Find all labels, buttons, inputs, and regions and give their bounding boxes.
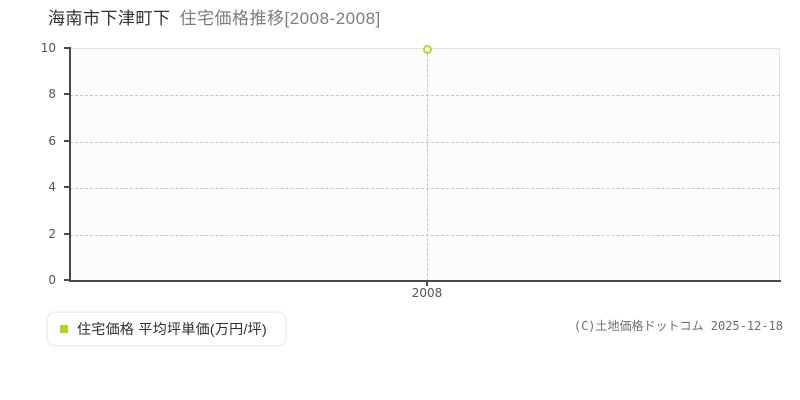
x-tick-label-2008: 2008 <box>411 286 443 300</box>
y-tick-2 <box>64 232 70 235</box>
y-axis-line <box>69 47 71 281</box>
y-tick-label-8: 8 <box>48 87 56 102</box>
y-tick-label-2: 2 <box>48 226 56 241</box>
y-tick-0 <box>64 279 70 281</box>
y-tick-label-10: 10 <box>40 41 56 55</box>
gridline-y-4 <box>70 188 780 190</box>
x-tick-2008 <box>426 280 428 286</box>
copyright-credit: (C)土地価格ドットコム 2025-12-18 <box>573 319 783 333</box>
chart-title-subtitle: 住宅価格推移[2008-2008] <box>179 9 381 28</box>
gridline-y-8 <box>70 95 780 97</box>
legend-swatch-icon <box>60 325 68 333</box>
gridline-y-6 <box>70 141 780 143</box>
page-title: 海南市下津町下 住宅価格推移[2008-2008] <box>48 8 381 30</box>
gridline-x-2008 <box>427 49 428 281</box>
y-tick-8 <box>64 93 70 96</box>
y-tick-10 <box>64 47 70 49</box>
y-tick-label-4: 4 <box>48 180 56 195</box>
y-tick-6 <box>64 139 70 142</box>
y-tick-label-6: 6 <box>48 133 56 148</box>
plot-area <box>70 44 780 281</box>
chart-title-main: 海南市下津町下 <box>48 9 171 28</box>
gridline-y-2 <box>70 234 780 236</box>
x-axis-line <box>69 280 781 282</box>
legend: 住宅価格 平均坪単価(万円/坪) <box>48 313 285 345</box>
legend-label: 住宅価格 平均坪単価(万円/坪) <box>77 321 267 337</box>
y-tick-label-0: 0 <box>48 273 56 287</box>
y-tick-4 <box>64 186 70 189</box>
data-point-2008 <box>422 44 432 54</box>
